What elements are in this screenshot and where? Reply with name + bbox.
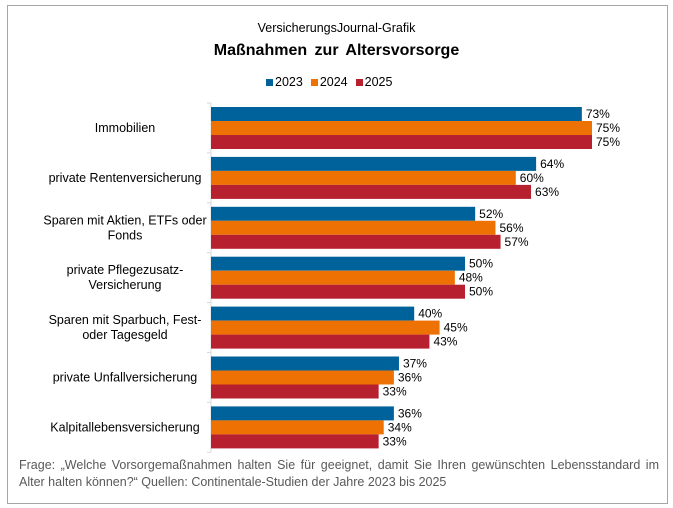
bar-2023: [211, 206, 476, 221]
data-label: 36%: [398, 371, 422, 385]
data-label: 50%: [469, 257, 493, 271]
legend: 2023 2024 2025: [266, 75, 392, 89]
bar-2024: [211, 270, 455, 285]
bar-2025: [211, 384, 379, 399]
data-label: 75%: [596, 135, 620, 149]
bar-2023: [211, 107, 582, 121]
bar-2024: [211, 370, 394, 385]
bar-2023: [211, 356, 399, 371]
chart-title: Maßnahmen zur Altersvorsorge: [213, 42, 460, 59]
data-label: 75%: [596, 121, 620, 135]
category-label: Immobilien: [95, 121, 155, 135]
legend-label: 2024: [319, 75, 348, 89]
data-label: 36%: [398, 406, 422, 420]
legend-item-2023: 2023: [266, 75, 303, 89]
category-label: private Rentenversicherung: [49, 171, 202, 185]
bar-2023: [211, 406, 394, 421]
data-label: 43%: [433, 335, 457, 349]
bar-2025: [211, 234, 501, 249]
data-label: 45%: [444, 321, 468, 335]
chart-source: VersicherungsJournal-Grafik: [257, 21, 416, 35]
bar-2023: [211, 256, 465, 271]
category-label: Sparen mit Sparbuch, Fest-oder Tagesgeld: [49, 313, 202, 342]
data-label: 33%: [383, 385, 407, 399]
bar-2023: [211, 306, 415, 321]
category-label: private Unfallversicherung: [53, 370, 198, 384]
legend-label: 2025: [364, 75, 393, 89]
chart-frame: [7, 5, 668, 504]
category-label: private Pflegezusatz-Versicherung: [67, 263, 184, 292]
data-label: 57%: [505, 235, 529, 249]
data-label: 40%: [418, 307, 442, 321]
bar-2024: [211, 420, 384, 435]
legend-swatch: [310, 78, 318, 86]
data-label: 64%: [540, 157, 564, 171]
bar-2023: [211, 156, 537, 171]
data-label: 48%: [459, 271, 483, 285]
bar-2025: [211, 284, 465, 299]
bar-2024: [211, 320, 440, 335]
bar-2025: [211, 135, 592, 149]
data-label: 60%: [520, 171, 544, 185]
bar-2025: [211, 184, 532, 199]
bar-2024: [211, 121, 592, 135]
data-label: 37%: [403, 357, 427, 371]
data-label: 63%: [535, 185, 559, 199]
legend-item-2025: 2025: [355, 75, 393, 89]
data-label: 56%: [499, 221, 523, 235]
bar-2025: [211, 334, 430, 349]
legend-swatch: [355, 78, 363, 86]
data-label: 73%: [586, 107, 610, 121]
chart-footer: Frage: „Welche Vorsorgemaßnahmen halten …: [19, 458, 659, 489]
category-label: Sparen mit Aktien, ETFs oder Fonds: [43, 213, 206, 242]
data-label: 33%: [383, 434, 407, 448]
bar-2024: [211, 220, 496, 235]
bar-2024: [211, 170, 516, 185]
legend-item-2024: 2024: [310, 75, 348, 89]
bar-2025: [211, 434, 379, 449]
category-label: Kalpitallebensversicherung: [50, 420, 199, 434]
legend-label: 2023: [275, 75, 303, 89]
data-label: 50%: [469, 285, 493, 299]
data-label: 52%: [479, 207, 503, 221]
legend-swatch: [266, 78, 273, 86]
data-label: 34%: [388, 420, 412, 434]
